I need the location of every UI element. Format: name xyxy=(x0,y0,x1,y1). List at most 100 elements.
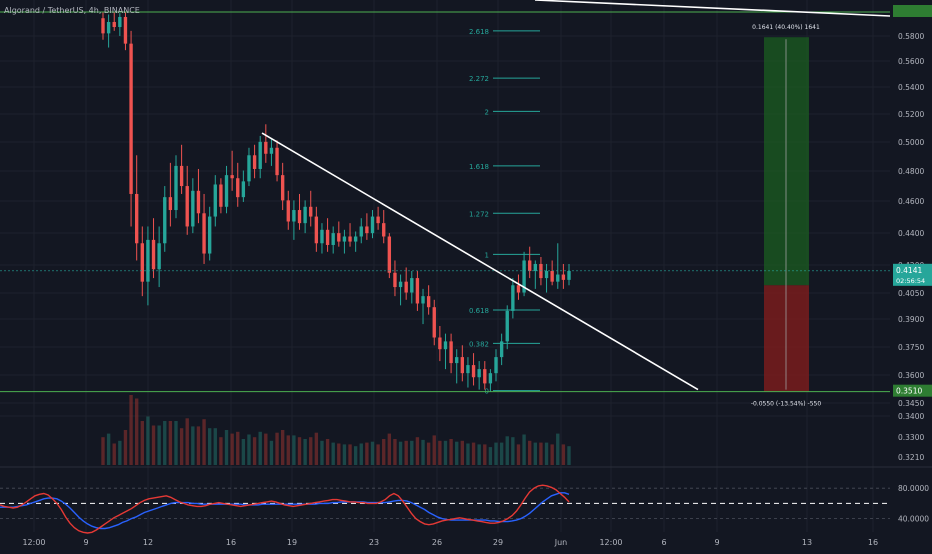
candle-body xyxy=(213,184,217,217)
candle-body xyxy=(421,296,425,304)
candle-body xyxy=(443,341,448,350)
candle-body xyxy=(157,243,161,270)
candle-body xyxy=(460,357,465,374)
y-tick-label: 0.3450 xyxy=(898,399,924,408)
fib-level-label: 1.272 xyxy=(469,210,489,218)
candle-body xyxy=(449,341,453,364)
y-tick-label: 0.3750 xyxy=(898,343,924,352)
volume-bar xyxy=(522,434,526,465)
candle-body xyxy=(516,285,521,293)
volume-bar xyxy=(410,440,414,465)
candle-body xyxy=(275,147,279,176)
volume-bar xyxy=(179,428,184,465)
candle-body xyxy=(297,210,302,224)
volume-bar xyxy=(252,437,257,465)
candle-body xyxy=(415,278,420,304)
x-tick-label: 29 xyxy=(493,538,503,547)
candle-body xyxy=(556,274,560,282)
candle-body xyxy=(466,365,470,374)
candle-body xyxy=(567,270,571,280)
volume-bar xyxy=(129,395,133,465)
volume-bar xyxy=(264,433,268,465)
volume-bar xyxy=(118,440,122,465)
candle-body xyxy=(331,233,335,245)
rsi-pane: 80.0000 40.0000 xyxy=(0,466,932,534)
volume-bar xyxy=(269,440,274,465)
candle-body xyxy=(393,272,397,288)
x-tick-label: 12:00 xyxy=(22,538,45,547)
fib-level-label: 2.272 xyxy=(469,75,489,83)
upper-trendline xyxy=(534,0,891,17)
upper-level-label-bg xyxy=(893,5,932,17)
y-tick-label: 0.5400 xyxy=(898,83,924,92)
candle-body xyxy=(219,184,223,207)
position-tool[interactable]: 0.1641 (40.40%) 1641 -0.0550 (-13.54%) -5… xyxy=(751,24,821,407)
volume-bar xyxy=(140,421,144,465)
fib-level-label: 1 xyxy=(485,251,489,259)
candle-body xyxy=(477,369,481,378)
volume-bar xyxy=(544,442,549,465)
candle-body xyxy=(511,285,515,311)
volume-bar xyxy=(370,441,375,465)
x-tick-label: 12 xyxy=(143,538,153,547)
candle-body xyxy=(561,274,566,280)
volume-bar xyxy=(359,443,363,465)
volume-bar xyxy=(432,435,436,465)
candle-body xyxy=(325,229,330,245)
volume-bar xyxy=(286,435,290,465)
candle-body xyxy=(544,270,549,279)
volume-bar xyxy=(561,444,566,465)
y-tick-label: 0.5600 xyxy=(898,57,924,66)
candle-body xyxy=(236,178,240,198)
candle-body xyxy=(528,260,532,271)
support-price-label: 0.3510 xyxy=(896,387,922,396)
volume-bar xyxy=(309,437,313,465)
x-tick-label: 12:00 xyxy=(599,538,622,547)
candle-body xyxy=(471,365,476,378)
x-tick-label: 16 xyxy=(226,538,236,547)
candle-body xyxy=(337,233,341,242)
candle-body xyxy=(292,210,296,222)
trendlines[interactable] xyxy=(0,0,891,393)
volume-bar xyxy=(539,442,543,465)
volume-bar xyxy=(230,433,234,465)
x-tick-label: 9 xyxy=(83,538,88,547)
x-tick-label: Jun xyxy=(554,538,568,547)
volume-bar xyxy=(219,437,223,465)
position-stop-zone xyxy=(764,285,809,392)
volume-bar xyxy=(213,428,217,465)
y-tick-label: 0.5000 xyxy=(898,138,924,147)
volume-bar xyxy=(494,442,498,465)
volume-bar xyxy=(376,444,380,465)
position-target-zone xyxy=(764,37,809,286)
volume-bar xyxy=(292,435,296,465)
candle-body xyxy=(550,270,554,282)
candle-body xyxy=(359,226,363,237)
volume-bar xyxy=(202,419,206,465)
y-tick-label: 0.4050 xyxy=(898,289,924,298)
current-price-label: 0.4141 xyxy=(896,266,922,275)
candle-body xyxy=(135,193,139,244)
volume-bar xyxy=(511,437,515,465)
volume-bar xyxy=(499,442,504,465)
volume-bar xyxy=(483,444,487,465)
volume-bar xyxy=(106,433,111,465)
candle-body xyxy=(410,278,414,293)
candle-body xyxy=(179,165,184,187)
volume-bar xyxy=(528,440,532,465)
fib-level-label: 2 xyxy=(485,108,489,116)
volume-bar xyxy=(393,439,397,465)
candle-body xyxy=(191,190,195,227)
volume-bar xyxy=(353,446,358,465)
volume-bar xyxy=(191,426,195,465)
volume-bar xyxy=(477,444,481,465)
rsi-level-label: 80.0000 xyxy=(898,484,929,493)
volume-bar xyxy=(207,428,212,465)
y-tick-label: 0.3210 xyxy=(898,453,924,462)
volume-bar xyxy=(297,437,302,465)
candle-body xyxy=(432,307,436,338)
rsi-line xyxy=(0,484,570,534)
volume-bar xyxy=(101,437,105,465)
